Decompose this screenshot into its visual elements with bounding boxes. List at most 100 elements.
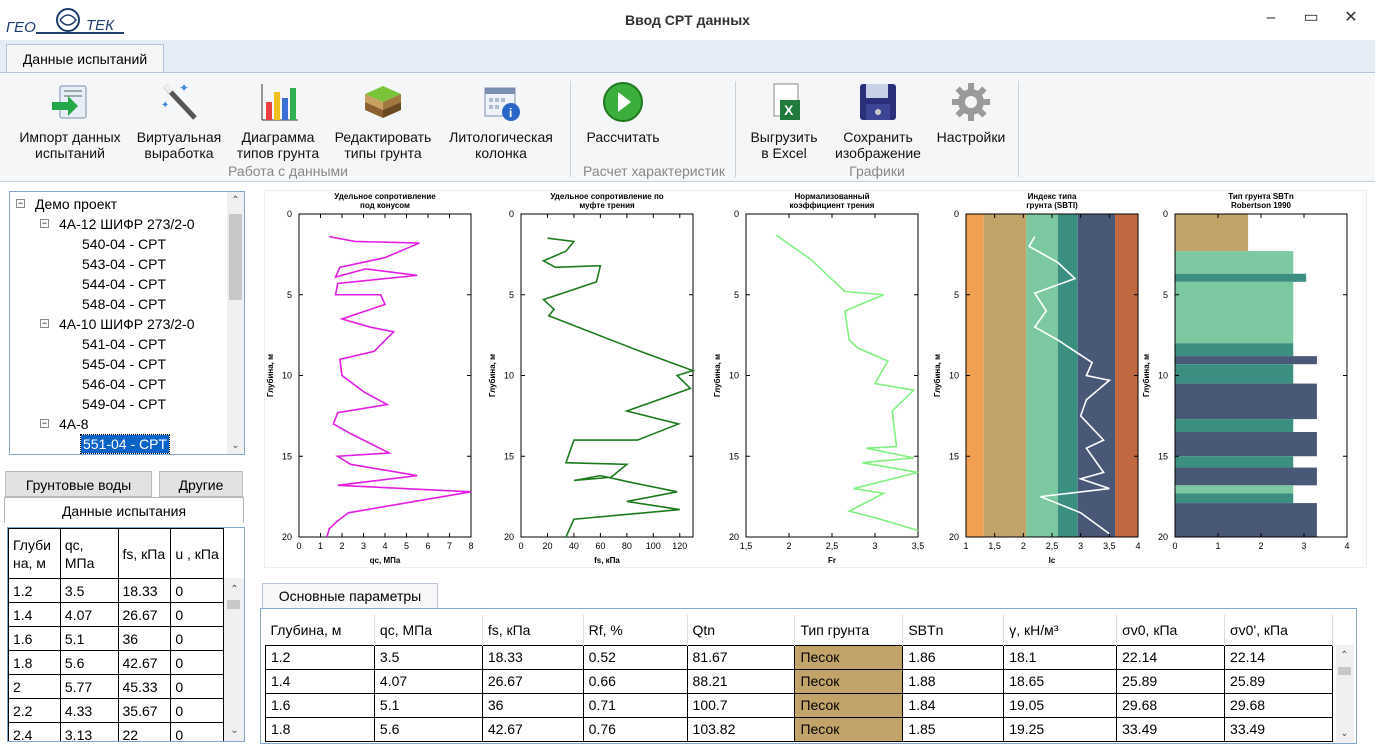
table-cell[interactable]: 1.8 (8, 650, 61, 675)
table-cell[interactable]: 1.2 (265, 644, 375, 670)
table-cell[interactable]: 25.89 (1116, 668, 1226, 694)
column-header[interactable]: γ, кН/м³ (1003, 615, 1118, 645)
table-cell[interactable]: 22.14 (1224, 644, 1333, 670)
table-cell[interactable]: 1.85 (902, 716, 1005, 742)
table-cell[interactable]: 1.6 (265, 692, 375, 718)
table-cell[interactable]: 5.6 (373, 716, 483, 742)
table-row[interactable]: 1.4 4.07 26.67 0.66 88.21 Песок 1.88 18.65 25.89… (265, 668, 1333, 694)
table-cell[interactable]: 26.67 (117, 602, 172, 627)
table-row[interactable]: 1.8 5.6 42.67 0.76 103.82 Песок 1.85 19.25 33.49… (265, 716, 1333, 742)
tree-group[interactable]: 4А-10 ШИФР 273/2-0 (59, 316, 195, 332)
edit-soil-types-button[interactable]: Редактировать типы грунта (328, 77, 438, 161)
tab-main-parameters[interactable]: Основные параметры (262, 583, 438, 609)
table-cell[interactable]: 2.2 (8, 698, 61, 723)
tree-item[interactable]: 545-04 - CPT (82, 356, 167, 372)
table-cell[interactable]: 4.07 (59, 602, 119, 627)
table-cell[interactable]: 36 (117, 626, 172, 651)
column-header[interactable]: fs, кПа (117, 528, 172, 579)
table-cell[interactable]: 3.13 (59, 722, 119, 741)
column-header[interactable]: σv0, кПа (1116, 615, 1226, 645)
table-row[interactable]: 2.4 3.13 22 0 (8, 722, 224, 741)
tree-root[interactable]: Демо проект (35, 196, 118, 212)
table-cell[interactable]: 1.6 (8, 626, 61, 651)
table-cell[interactable]: 88.21 (686, 668, 796, 694)
column-header[interactable]: Qtn (687, 615, 796, 645)
close-button[interactable]: ✕ (1344, 9, 1358, 26)
scroll-up-icon[interactable]: ⌃ (231, 195, 240, 206)
column-header[interactable]: fs, кПа (482, 615, 584, 645)
table-cell[interactable]: 1.2 (8, 578, 61, 603)
lithology-column-button[interactable]: i Литологическая колонка (440, 77, 562, 161)
table-cell[interactable]: 36 (481, 692, 584, 718)
table-cell[interactable]: 0.52 (582, 644, 688, 670)
table-row[interactable]: 2.2 4.33 35.67 0 (8, 698, 224, 723)
table-cell[interactable]: 25.89 (1224, 668, 1333, 694)
column-header[interactable]: u , кПа (170, 528, 224, 579)
table-cell[interactable]: 29.68 (1116, 692, 1226, 718)
table-cell[interactable]: 0.71 (582, 692, 688, 718)
export-excel-button[interactable]: X Выгрузить в Excel (744, 77, 824, 161)
table-cell[interactable]: 42.67 (481, 716, 584, 742)
tree-scrollbar[interactable]: ⌃ ⌄ (227, 192, 244, 454)
soil-type-cell[interactable]: Песок (794, 716, 904, 742)
table-cell[interactable]: 45.33 (117, 674, 172, 699)
tab-other[interactable]: Другие (159, 471, 243, 497)
scroll-down-icon[interactable]: ⌄ (1340, 728, 1349, 739)
column-header[interactable]: σv0', кПа (1224, 615, 1333, 645)
table-cell[interactable]: 5.77 (59, 674, 119, 699)
table-cell[interactable]: 0.76 (582, 716, 688, 742)
table-cell[interactable]: 35.67 (117, 698, 172, 723)
tree-item[interactable]: 544-04 - CPT (82, 276, 167, 292)
tree-item[interactable]: 543-04 - CPT (82, 256, 167, 272)
table-cell[interactable]: 26.67 (481, 668, 584, 694)
tree-group[interactable]: 4А-12 ШИФР 273/2-0 (59, 216, 195, 232)
table-cell[interactable]: 22 (117, 722, 172, 741)
table-cell[interactable]: 3.5 (373, 644, 483, 670)
soil-type-cell[interactable]: Песок (794, 644, 904, 670)
table-cell[interactable]: 0 (170, 674, 224, 699)
tree-item[interactable]: 549-04 - CPT (82, 396, 167, 412)
collapse-toggle[interactable]: − (16, 198, 25, 208)
column-header[interactable]: qc, МПа (59, 528, 119, 579)
scroll-up-icon[interactable]: ⌃ (230, 584, 239, 595)
collapse-toggle[interactable]: − (40, 418, 49, 428)
scroll-down-icon[interactable]: ⌄ (231, 440, 240, 451)
column-header[interactable]: qc, МПа (374, 615, 483, 645)
column-header[interactable]: Rf, % (583, 615, 688, 645)
table-cell[interactable]: 1.8 (265, 716, 375, 742)
table-cell[interactable]: 2 (8, 674, 61, 699)
calculate-button[interactable]: Рассчитать (580, 77, 666, 145)
maximize-button[interactable]: ▭ (1303, 9, 1319, 26)
table-cell[interactable]: 1.4 (265, 668, 375, 694)
table-cell[interactable]: 33.49 (1224, 716, 1333, 742)
table-cell[interactable]: 19.25 (1003, 716, 1118, 742)
scroll-thumb[interactable] (229, 214, 242, 300)
table-cell[interactable]: 0 (170, 626, 224, 651)
table-cell[interactable]: 81.67 (686, 644, 796, 670)
tab-groundwater[interactable]: Грунтовые воды (5, 471, 152, 497)
scroll-thumb[interactable] (227, 600, 240, 609)
table-row[interactable]: 1.4 4.07 26.67 0 (8, 602, 224, 627)
table-cell[interactable]: 0 (170, 650, 224, 675)
minimize-button[interactable]: – (1266, 9, 1276, 26)
import-data-button[interactable]: Импорт данных испытаний (10, 77, 130, 161)
table-cell[interactable]: 29.68 (1224, 692, 1333, 718)
column-header[interactable]: Глубина, м (265, 615, 375, 645)
tree-item[interactable]: 546-04 - CPT (82, 376, 167, 392)
table-cell[interactable]: 0.66 (582, 668, 688, 694)
collapse-toggle[interactable]: − (40, 218, 49, 228)
soil-type-diagram-button[interactable]: Диаграмма типов грунта (230, 77, 326, 161)
scroll-thumb[interactable] (1338, 667, 1351, 675)
tree-item[interactable]: 541-04 - CPT (82, 336, 167, 352)
table-cell[interactable]: 33.49 (1116, 716, 1226, 742)
test-data-table[interactable]: Глуби на, м qc, МПа fs, кПа u , кПа 1.2 3… (7, 527, 245, 742)
soil-type-cell[interactable]: Песок (794, 692, 904, 718)
table-row[interactable]: 1.8 5.6 42.67 0 (8, 650, 224, 675)
table-cell[interactable]: 18.33 (117, 578, 172, 603)
table-cell[interactable]: 3.5 (59, 578, 119, 603)
table-cell[interactable]: 0 (170, 578, 224, 603)
table-cell[interactable]: 5.6 (59, 650, 119, 675)
table-cell[interactable]: 0 (170, 602, 224, 627)
soil-type-cell[interactable]: Песок (794, 668, 904, 694)
save-image-button[interactable]: Сохранить изображение (826, 77, 930, 161)
